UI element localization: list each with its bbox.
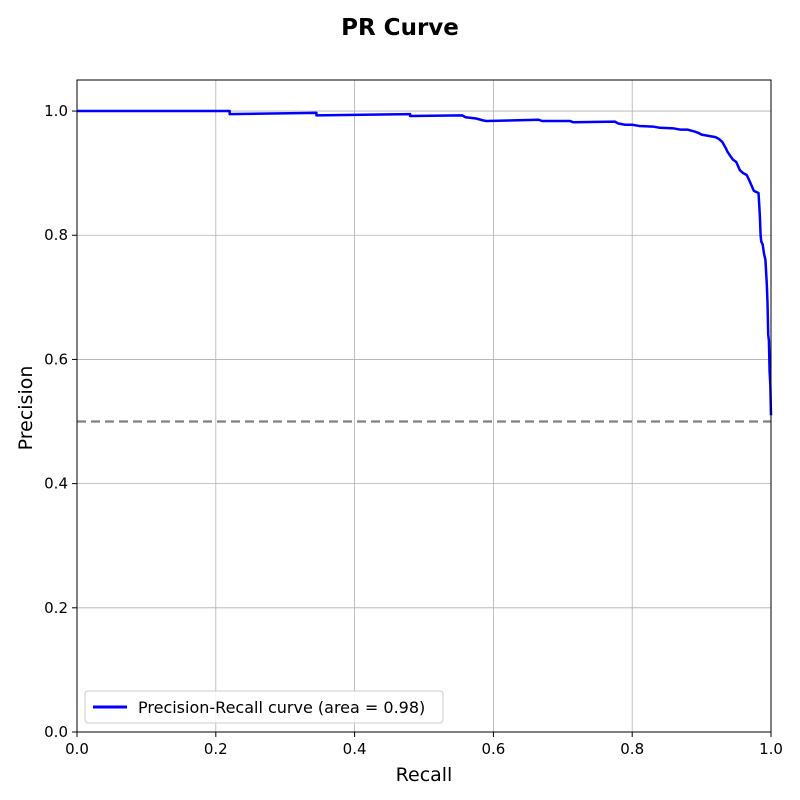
legend-box [84,690,444,724]
x-tick-label: 0.4 [343,740,367,758]
chart-title: PR Curve [341,15,459,41]
x-tick-label: 0.6 [481,740,505,758]
y-tick-label: 0.0 [44,723,68,741]
x-tick-label: 0.0 [65,740,89,758]
y-tick-label: 0.4 [44,475,68,493]
precision-recall-curve [77,109,773,416]
legend: Precision-Recall curve (area = 0.98) [84,690,444,724]
x-tick-label: 0.8 [620,740,644,758]
grid [76,80,772,733]
series-layer [77,109,773,423]
y-tick-label: 0.2 [44,599,68,617]
y-tick-label: 0.8 [44,226,68,244]
y-axis-label: Precision [15,366,37,451]
ticks: 0.0 0.2 0.4 0.6 0.8 1.0 0.0 0.2 0.4 0.6 0.8 1.0 [44,102,783,758]
legend-label: Precision-Recall curve (area = 0.98) [138,698,425,717]
y-tick-label: 0.6 [44,350,68,368]
x-axis-label: Recall [396,764,453,786]
x-tick-label: 1.0 [759,740,783,758]
y-tick-label: 1.0 [44,102,68,120]
x-tick-label: 0.2 [204,740,228,758]
plot-frame [76,79,772,733]
